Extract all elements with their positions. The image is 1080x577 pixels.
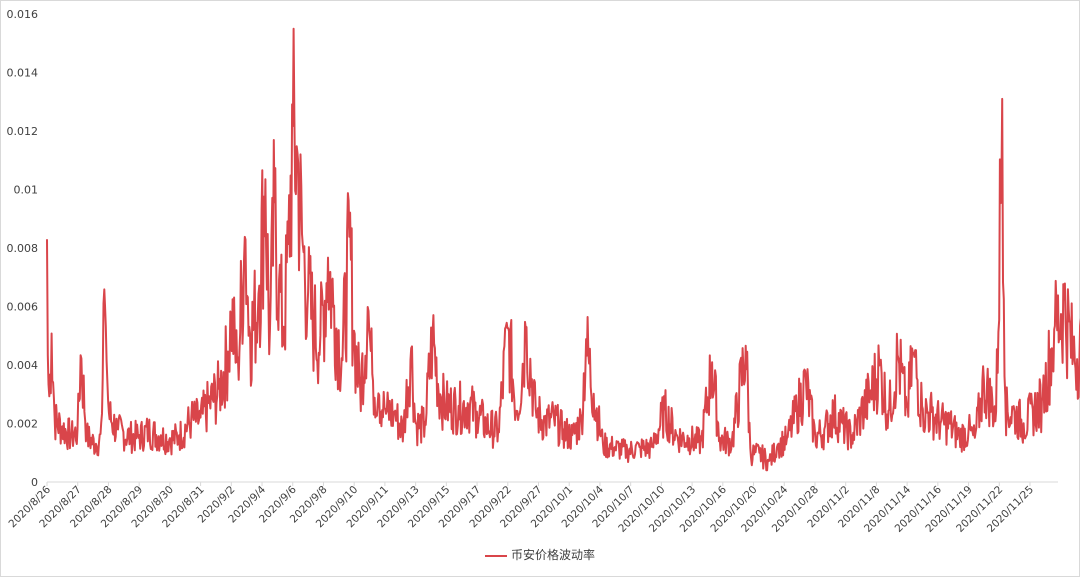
legend-swatch (484, 554, 507, 557)
y-tick-label: 0.01 (14, 184, 39, 197)
y-tick-label: 0.002 (7, 418, 39, 431)
y-tick-label: 0.014 (7, 67, 39, 80)
y-tick-label: 0.004 (7, 359, 39, 372)
legend: 币安价格波动率 (0, 546, 1080, 563)
volatility-series-line (46, 27, 1080, 472)
y-tick-label: 0.008 (7, 242, 39, 255)
x-axis: 2020/8/262020/8/272020/8/282020/8/292020… (7, 482, 1036, 535)
legend-label: 币安价格波动率 (510, 548, 595, 562)
y-tick-label: 0 (31, 476, 38, 489)
y-tick-label: 0.016 (7, 8, 39, 21)
y-tick-label: 0.006 (7, 301, 39, 314)
y-axis: 0 0.002 0.004 0.006 0.008 0.01 0.012 0.014 0.016 (7, 8, 39, 489)
y-tick-label: 0.012 (7, 125, 39, 138)
